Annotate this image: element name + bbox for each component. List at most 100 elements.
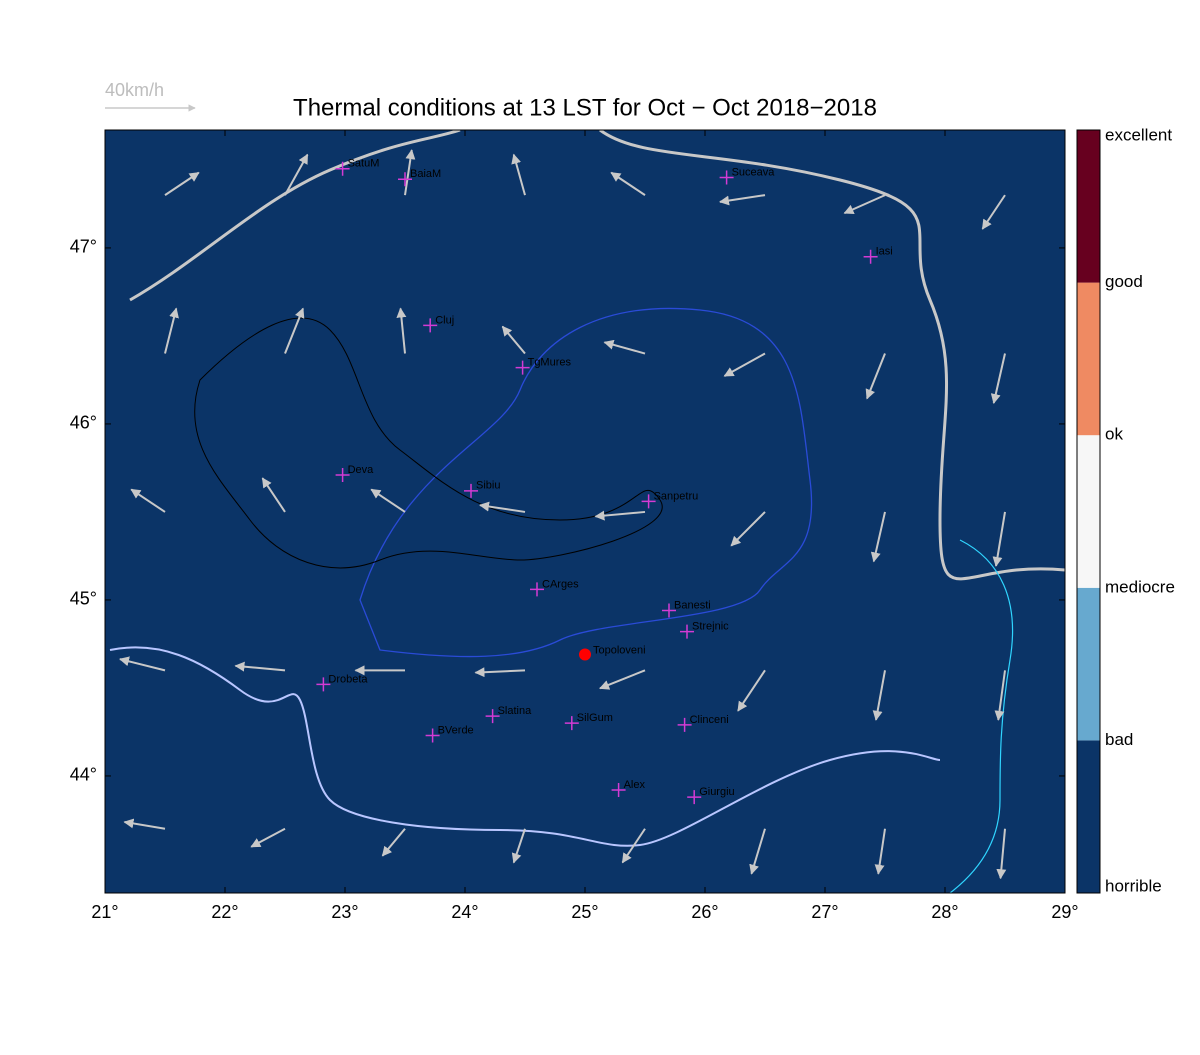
wind-arrow — [130, 488, 166, 513]
colorbar-segment — [1077, 587, 1100, 741]
station-label: BaiaM — [410, 168, 441, 180]
colorbar-label: mediocre — [1105, 577, 1175, 596]
station-label: Giurgiu — [699, 786, 734, 798]
wind-arrow — [719, 194, 766, 206]
wind-arrow — [843, 194, 886, 215]
wind-arrow — [511, 153, 526, 196]
colorbar-segment — [1077, 130, 1100, 283]
wind-arrow — [404, 149, 416, 196]
station-label: Strejnic — [692, 621, 729, 633]
wind-arrow — [994, 670, 1006, 721]
colorbar-label: ok — [1105, 425, 1123, 444]
wind-arrow — [381, 828, 406, 857]
region-border — [359, 307, 813, 658]
x-tick-label: 22° — [211, 902, 238, 922]
colorbar-frame — [1076, 129, 1101, 894]
station-marker — [719, 170, 734, 185]
wind-arrow — [479, 501, 526, 513]
station-label: Banesti — [674, 599, 711, 611]
wind-arrow — [874, 828, 886, 875]
station-label: Deva — [348, 464, 375, 476]
station-marker — [611, 783, 626, 798]
wind-arrow — [501, 325, 526, 355]
station-label: Iasi — [876, 246, 893, 258]
wind-arrow — [119, 656, 166, 672]
wind-arrow — [990, 353, 1006, 405]
station-marker — [464, 483, 478, 498]
y-tick-label: 44° — [70, 765, 97, 785]
station-marker — [423, 318, 438, 333]
station-marker — [316, 677, 331, 692]
y-tick-label: 46° — [70, 413, 97, 433]
wind-arrow — [603, 339, 646, 355]
colorbar: horrible bad mediocre ok good excellent — [1076, 125, 1175, 895]
station-marker — [662, 603, 676, 618]
station-marker — [485, 709, 500, 724]
wind-arrow — [981, 194, 1006, 230]
x-tick-label: 21° — [91, 902, 118, 922]
wind-arrow — [865, 353, 886, 400]
station-label: Clinceni — [690, 714, 729, 726]
axes: 21° 22° 23° 24° 25° 26° 27° 28° 29° 44° 45° 46° 47° — [70, 130, 1079, 922]
colorbar-label: good — [1105, 272, 1143, 291]
x-tick-label: 23° — [331, 902, 358, 922]
x-tick-label: 24° — [451, 902, 478, 922]
wind-arrow — [599, 669, 646, 690]
station-label: Slatina — [498, 705, 533, 717]
y-tick-label: 47° — [70, 237, 97, 257]
highlight-label: Topoloveni — [593, 644, 646, 656]
wind-arrow — [284, 307, 305, 354]
wind-arrow — [164, 171, 200, 196]
colorbar-label: bad — [1105, 730, 1133, 749]
x-tick-label: 28° — [931, 902, 958, 922]
x-tick-label: 29° — [1051, 902, 1078, 922]
station-marker — [641, 494, 656, 509]
wind-arrow — [474, 667, 526, 678]
station-label: Sibiu — [476, 480, 500, 492]
map-title: Thermal conditions at 13 LST for Oct − O… — [293, 94, 877, 121]
station-label: Suceava — [732, 166, 776, 178]
danube — [109, 646, 941, 847]
colorbar-segment — [1077, 740, 1100, 893]
reference-arrow-label: 40km/h — [105, 80, 164, 100]
station-marker — [335, 161, 350, 176]
colorbar-label: excellent — [1105, 125, 1172, 144]
wind-arrows — [119, 149, 1007, 880]
wind-arrow — [234, 661, 286, 672]
wind-arrow — [250, 827, 286, 848]
wind-arrow — [511, 828, 526, 864]
wind-arrow — [610, 171, 646, 196]
coastline — [949, 539, 1014, 893]
station-marker — [564, 716, 579, 731]
wind-arrow — [992, 511, 1006, 567]
wind-arrow — [723, 352, 766, 377]
station-label: SilGum — [577, 712, 613, 724]
station-marker — [515, 360, 530, 375]
station-marker — [687, 790, 702, 805]
station-marker — [863, 249, 878, 264]
x-tick-label: 26° — [691, 902, 718, 922]
colorbar-segment — [1077, 435, 1100, 588]
station-label: CArges — [542, 578, 579, 590]
colorbar-segment — [1077, 282, 1100, 436]
wind-arrow — [730, 511, 766, 547]
wind-arrow — [870, 511, 886, 563]
station-marker — [677, 717, 692, 732]
station-label: Cluj — [435, 314, 454, 326]
station-label: TgMures — [528, 357, 572, 369]
wind-arrow — [123, 818, 166, 830]
x-tick-label: 27° — [811, 902, 838, 922]
wind-arrow — [737, 669, 766, 712]
wind-arrow — [261, 477, 286, 513]
x-tick-label: 25° — [571, 902, 598, 922]
y-tick-label: 45° — [70, 589, 97, 609]
station-label: BVerde — [438, 724, 474, 736]
map-background — [105, 130, 1065, 893]
station-marker — [335, 467, 350, 482]
station-label: Drobeta — [328, 673, 368, 685]
station-label: Sanpetru — [654, 490, 699, 502]
map-layers — [109, 130, 1065, 893]
wind-arrow — [164, 307, 179, 354]
station-label: SatuM — [348, 158, 380, 170]
